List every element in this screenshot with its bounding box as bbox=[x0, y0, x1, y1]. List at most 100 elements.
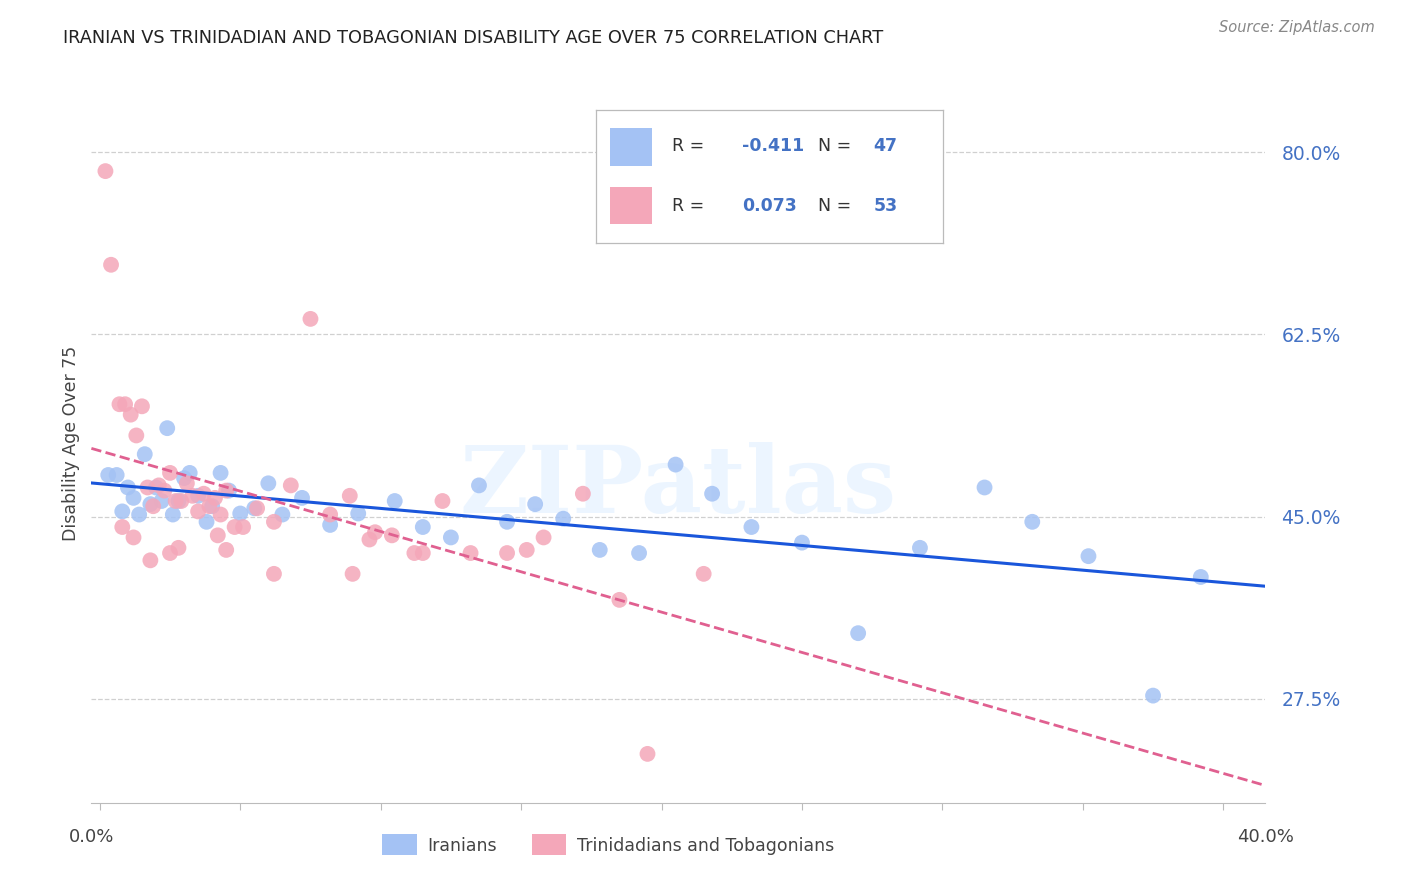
Point bbox=[148, 478, 170, 492]
Point bbox=[204, 491, 226, 505]
Y-axis label: Disability Age Over 75: Disability Age Over 75 bbox=[62, 346, 80, 541]
Point bbox=[533, 530, 555, 544]
Point bbox=[122, 530, 145, 544]
Point bbox=[122, 491, 145, 505]
Point bbox=[516, 542, 538, 557]
Point bbox=[1189, 570, 1212, 584]
Point bbox=[468, 478, 491, 492]
Text: IRANIAN VS TRINIDADIAN AND TOBAGONIAN DISABILITY AGE OVER 75 CORRELATION CHART: IRANIAN VS TRINIDADIAN AND TOBAGONIAN DI… bbox=[63, 29, 883, 46]
Point bbox=[108, 397, 131, 411]
Point bbox=[128, 508, 150, 522]
Point bbox=[700, 487, 723, 501]
Point bbox=[404, 546, 426, 560]
Point bbox=[100, 258, 122, 272]
Point bbox=[243, 501, 266, 516]
Point bbox=[150, 494, 173, 508]
Point bbox=[111, 504, 134, 518]
Point bbox=[179, 466, 201, 480]
Point bbox=[218, 483, 240, 498]
Point bbox=[111, 520, 134, 534]
Point bbox=[524, 497, 547, 511]
Point bbox=[339, 489, 361, 503]
Point bbox=[973, 480, 995, 494]
Point bbox=[908, 541, 931, 555]
Point bbox=[263, 515, 285, 529]
Point bbox=[114, 397, 136, 411]
Point bbox=[637, 747, 659, 761]
Text: ZIPatlas: ZIPatlas bbox=[460, 442, 897, 532]
Point bbox=[440, 530, 463, 544]
Point bbox=[589, 542, 612, 557]
Point bbox=[159, 466, 181, 480]
Point bbox=[159, 546, 181, 560]
Point bbox=[665, 458, 688, 472]
Point bbox=[156, 421, 179, 435]
Point bbox=[364, 525, 387, 540]
Point bbox=[496, 546, 519, 560]
Point bbox=[553, 511, 575, 525]
Point bbox=[215, 483, 238, 498]
Point bbox=[257, 476, 280, 491]
Point bbox=[201, 500, 224, 514]
Point bbox=[105, 467, 128, 482]
Point bbox=[167, 541, 190, 555]
Point bbox=[460, 546, 482, 560]
Point bbox=[740, 520, 762, 534]
Point bbox=[176, 476, 198, 491]
Point bbox=[139, 553, 162, 567]
Point bbox=[94, 164, 117, 178]
Point bbox=[215, 542, 238, 557]
Point bbox=[229, 507, 252, 521]
Point bbox=[170, 494, 193, 508]
Point bbox=[412, 546, 434, 560]
Point bbox=[246, 501, 269, 516]
Point bbox=[167, 494, 190, 508]
Point bbox=[291, 491, 314, 505]
Point bbox=[628, 546, 651, 560]
Point bbox=[263, 566, 285, 581]
Point bbox=[384, 494, 406, 508]
Point bbox=[131, 399, 153, 413]
Point bbox=[381, 528, 404, 542]
Point bbox=[162, 508, 184, 522]
Point bbox=[136, 480, 159, 494]
Point bbox=[139, 497, 162, 511]
Point bbox=[193, 487, 215, 501]
Point bbox=[232, 520, 254, 534]
Point bbox=[319, 508, 342, 522]
Point bbox=[359, 533, 381, 547]
Point bbox=[97, 467, 120, 482]
Point bbox=[173, 471, 195, 485]
Point bbox=[207, 528, 229, 542]
Point bbox=[145, 480, 167, 494]
Point bbox=[846, 626, 869, 640]
Point bbox=[187, 504, 209, 518]
Point bbox=[299, 311, 322, 326]
Point bbox=[195, 515, 218, 529]
Point bbox=[198, 500, 221, 514]
Point bbox=[496, 515, 519, 529]
Point bbox=[280, 478, 302, 492]
Point bbox=[347, 507, 370, 521]
Point bbox=[572, 487, 595, 501]
Point bbox=[1077, 549, 1099, 564]
Point bbox=[120, 408, 142, 422]
Point bbox=[609, 592, 631, 607]
Text: 0.0%: 0.0% bbox=[69, 828, 114, 846]
Point bbox=[412, 520, 434, 534]
Point bbox=[209, 508, 232, 522]
Point bbox=[319, 517, 342, 532]
Point bbox=[134, 447, 156, 461]
Point bbox=[142, 500, 165, 514]
Point bbox=[271, 508, 294, 522]
Point bbox=[1142, 689, 1164, 703]
Point bbox=[692, 566, 714, 581]
Text: Source: ZipAtlas.com: Source: ZipAtlas.com bbox=[1219, 20, 1375, 35]
Point bbox=[209, 466, 232, 480]
Point bbox=[790, 535, 813, 549]
Point bbox=[153, 483, 176, 498]
Point bbox=[187, 489, 209, 503]
Point bbox=[1021, 515, 1043, 529]
Legend: Iranians, Trinidadians and Tobagonians: Iranians, Trinidadians and Tobagonians bbox=[375, 827, 841, 863]
Point bbox=[224, 520, 246, 534]
